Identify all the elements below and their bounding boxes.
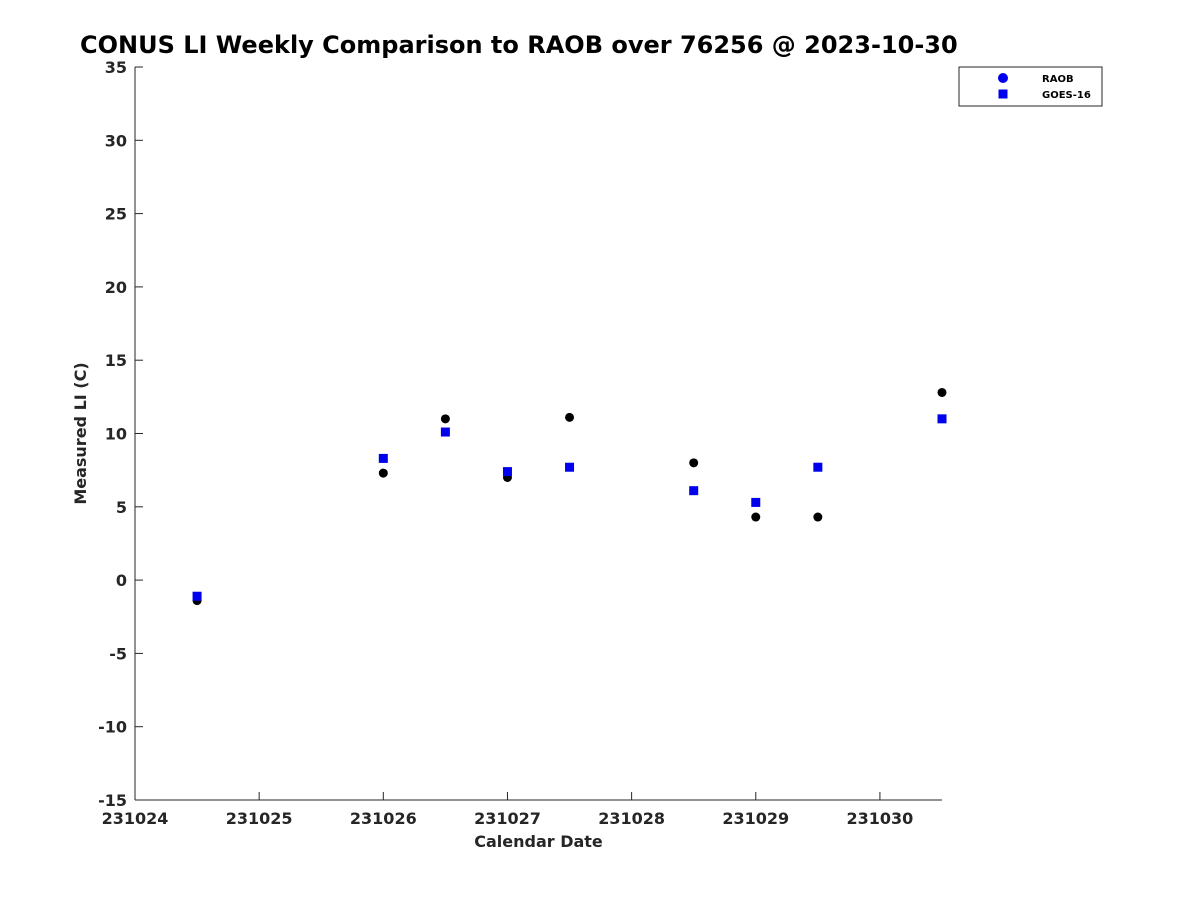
legend-marker-raob: [998, 73, 1008, 83]
x-tick-label: 231025: [226, 809, 293, 828]
legend-label-goes-16: GOES-16: [1042, 90, 1091, 101]
goes-16-point: [813, 462, 823, 472]
goes-16-point: [378, 453, 388, 463]
x-tick-label: 231026: [350, 809, 417, 828]
x-tick-label: 231029: [722, 809, 789, 828]
y-tick-label: 20: [105, 278, 127, 297]
goes-16-point: [192, 591, 202, 601]
y-tick-label: -5: [109, 644, 127, 663]
raob-point: [378, 468, 388, 478]
y-tick-label: 30: [105, 131, 127, 150]
y-tick-label: 35: [105, 58, 127, 77]
raob-point: [937, 387, 947, 397]
legend-box: [958, 66, 1103, 107]
goes-16-point: [440, 427, 450, 437]
chart-title: CONUS LI Weekly Comparison to RAOB over …: [80, 31, 958, 59]
goes-16-point: [751, 497, 761, 507]
goes-16-point: [502, 467, 512, 477]
y-tick-label: 10: [105, 425, 127, 444]
legend-marker-goes-16: [998, 89, 1008, 99]
raob-point: [751, 512, 761, 522]
legend: RAOB GOES-16: [958, 66, 1103, 107]
x-tick-label: 231024: [102, 809, 169, 828]
axes: -15 -10 -5 0 5 10 15 20 25 30 35 231024 231025 231026…: [98, 58, 942, 828]
data-marks: [192, 387, 947, 606]
raob-point: [440, 414, 450, 424]
raob-point: [565, 412, 575, 422]
goes-16-point: [565, 462, 575, 472]
raob-point: [689, 458, 699, 468]
y-axis-label: Measured LI (C): [71, 362, 90, 504]
x-tick-label: 231028: [598, 809, 665, 828]
goes-16-point: [937, 414, 947, 424]
y-tick-label: 25: [105, 205, 127, 224]
x-tick-label: 231027: [474, 809, 541, 828]
y-tick-label: 0: [116, 571, 127, 590]
y-tick-label: 5: [116, 498, 127, 517]
y-tick-label: -15: [98, 791, 127, 810]
x-tick-label: 231030: [847, 809, 914, 828]
x-axis-label: Calendar Date: [474, 832, 603, 851]
goes-16-point: [689, 486, 699, 496]
y-tick-label: -10: [98, 718, 127, 737]
raob-point: [813, 512, 823, 522]
y-tick-label: 15: [105, 351, 127, 370]
legend-label-raob: RAOB: [1042, 74, 1074, 85]
